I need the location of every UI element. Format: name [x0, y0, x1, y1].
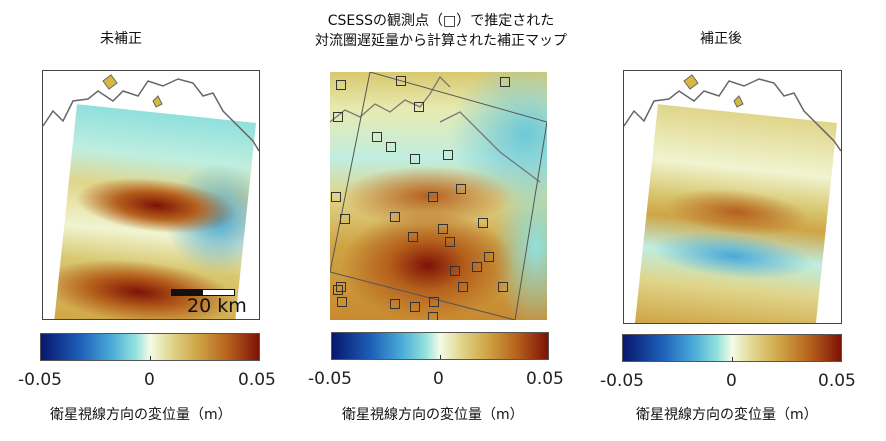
station-marker — [445, 237, 455, 247]
panel-title-uncorrected: 未補正 — [100, 31, 142, 47]
colorbar-mid-label: 0 — [726, 371, 737, 391]
station-marker — [458, 282, 468, 292]
station-marker — [500, 77, 510, 87]
station-marker — [498, 282, 508, 292]
station-marker — [331, 192, 341, 202]
map-uncorrected: 20 km — [42, 70, 260, 320]
station-marker — [410, 302, 420, 312]
station-marker — [450, 266, 460, 276]
station-marker — [478, 218, 488, 228]
station-marker — [429, 297, 439, 307]
swath-outline — [330, 72, 547, 320]
colorbar-corrected — [622, 334, 842, 362]
map-correction — [330, 72, 547, 320]
panel-title-corrected: 補正後 — [700, 31, 742, 47]
station-marker — [336, 80, 346, 90]
colorbar-min-label: -0.05 — [18, 370, 62, 390]
colorbar-axis-label: 衛星視線方向の変位量（m） — [342, 407, 524, 423]
station-marker — [456, 184, 466, 194]
panel-title-correction-line1: CSESSの観測点（□）で推定された — [327, 13, 555, 29]
colorbar-correction — [331, 332, 549, 360]
station-marker — [428, 192, 438, 202]
coastline — [43, 74, 259, 152]
map-corrected — [623, 70, 842, 324]
coastline — [624, 74, 841, 152]
colorbar-mid-label: 0 — [144, 370, 155, 390]
colorbar-uncorrected — [40, 333, 260, 361]
station-marker — [472, 262, 482, 272]
station-marker — [428, 312, 438, 320]
station-marker — [414, 102, 424, 112]
station-marker — [372, 132, 382, 142]
colorbar-axis-label: 衛星視線方向の変位量（m） — [636, 407, 818, 423]
station-marker — [386, 142, 396, 152]
station-marker — [410, 154, 420, 164]
scale-label: 20 km — [187, 295, 247, 317]
colorbar-mid-label: 0 — [433, 369, 444, 389]
station-marker — [333, 285, 343, 295]
station-marker — [408, 232, 418, 242]
colorbar-axis-label: 衛星視線方向の変位量（m） — [50, 407, 232, 423]
colorbar-min-label: -0.05 — [308, 369, 352, 389]
station-marker — [336, 282, 346, 292]
colorbar-max-label: 0.05 — [238, 370, 276, 390]
colorbar-max-label: 0.05 — [526, 369, 564, 389]
scale-bar — [171, 289, 235, 296]
station-marker — [390, 212, 400, 222]
station-marker — [390, 299, 400, 309]
station-marker — [438, 224, 448, 234]
station-marker — [333, 112, 343, 122]
station-marker — [340, 214, 350, 224]
station-marker — [484, 252, 494, 262]
colorbar-max-label: 0.05 — [818, 371, 856, 391]
colorbar-zero-tick — [150, 356, 151, 360]
panel-title-correction-line2: 対流圏遅延量から計算された補正マップ — [315, 33, 567, 49]
station-marker — [396, 76, 406, 86]
station-marker — [337, 297, 347, 307]
colorbar-zero-tick — [440, 355, 441, 359]
colorbar-zero-tick — [732, 357, 733, 361]
station-marker — [443, 150, 453, 160]
colorbar-min-label: -0.05 — [600, 371, 644, 391]
